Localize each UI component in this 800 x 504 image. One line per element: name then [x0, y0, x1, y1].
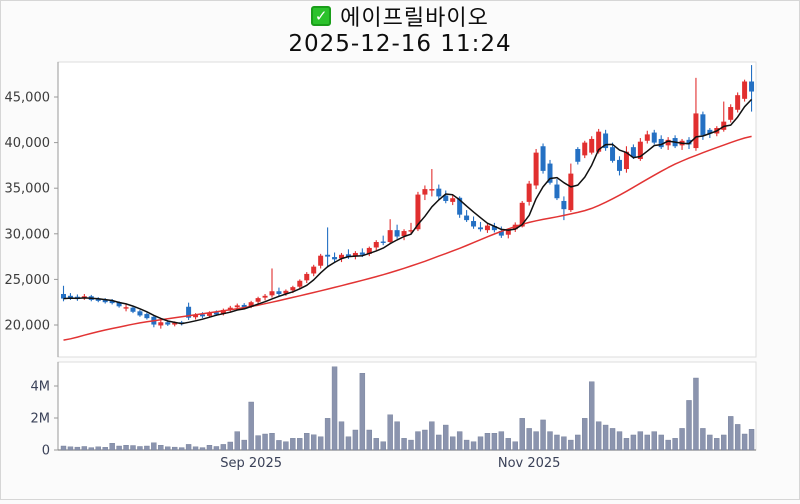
checkmark-icon: ✓ [314, 6, 328, 25]
stock-name: 에이프릴바이오 [340, 6, 489, 31]
ma-slow-line [63, 135, 752, 341]
time-axis-labels: Sep 2025 Nov 2025 [220, 456, 560, 471]
volume-plot-area[interactable] [57, 361, 757, 451]
svg-text:Sep 2025: Sep 2025 [220, 456, 282, 471]
title-row: ✓ 에이프릴바이오 [0, 2, 800, 31]
svg-text:Nov 2025: Nov 2025 [498, 456, 561, 471]
volume-series [60, 366, 755, 451]
datetime-label: 2025-12-16 11:24 [288, 31, 512, 57]
chart-header: ✓ 에이프릴바이오 2025-12-16 11:24 [0, 2, 800, 57]
svg-text:20,000: 20,000 [5, 319, 51, 334]
svg-text:4M: 4M [31, 380, 51, 395]
svg-text:2M: 2M [31, 412, 51, 427]
svg-text:30,000: 30,000 [5, 227, 51, 242]
svg-text:40,000: 40,000 [5, 136, 51, 151]
svg-text:45,000: 45,000 [5, 91, 51, 106]
svg-text:25,000: 25,000 [5, 273, 51, 288]
candlestick-series [61, 65, 755, 329]
stock-checkbox[interactable]: ✓ [311, 6, 332, 26]
price-plot-area[interactable] [57, 61, 757, 358]
volume-axis-ticks: 0 2M 4M [31, 380, 58, 459]
svg-text:0: 0 [42, 444, 50, 459]
price-axis-ticks: 20,000 25,000 30,000 35,000 40,000 45,000 [5, 91, 58, 334]
ma-fast-line [63, 98, 753, 325]
svg-text:35,000: 35,000 [5, 182, 51, 197]
